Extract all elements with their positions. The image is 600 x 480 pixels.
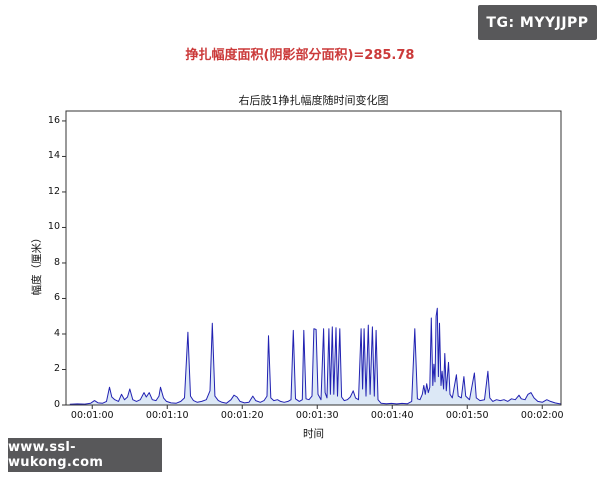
- tg-contact-badge: TG: MYYJJPP: [478, 5, 597, 40]
- plot-spines: [65, 110, 562, 406]
- y-axis-label: 幅度（厘米）: [31, 232, 43, 296]
- y-tick-label: 14: [47, 150, 60, 162]
- y-tick-label: 16: [47, 114, 60, 126]
- struggle-area-heading: 挣扎幅度面积(阴影部分面积)=285.78: [185, 48, 415, 63]
- y-tick-label: 4: [53, 327, 60, 339]
- chart-title: 右后肢1挣扎幅度随时间变化图: [238, 94, 389, 107]
- shaded-area-under-curve: [69, 308, 562, 405]
- y-tick-label: 12: [47, 185, 60, 197]
- site-watermark-text: www.ssl-wukong.com: [8, 440, 104, 470]
- amplitude-series-line: [69, 307, 562, 405]
- site-watermark: www.ssl-wukong.com: [8, 438, 162, 472]
- y-tick-label: 10: [47, 221, 60, 233]
- y-tick-label: 0: [53, 399, 60, 410]
- y-tick-label: 8: [53, 256, 60, 268]
- x-tick-label: 00:01:50: [445, 410, 489, 421]
- y-tick-label: 2: [53, 363, 60, 375]
- tg-contact-text: TG: MYYJJPP: [486, 14, 589, 31]
- x-tick-label: 00:01:00: [70, 410, 114, 421]
- x-axis-label: 时间: [303, 428, 324, 440]
- y-tick-label: 6: [53, 292, 60, 304]
- x-tick-label: 00:01:20: [220, 410, 264, 421]
- x-tick-label: 00:01:10: [145, 410, 189, 421]
- x-tick-label: 00:02:00: [520, 410, 564, 421]
- x-tick-label: 00:01:40: [370, 410, 414, 421]
- x-tick-label: 00:01:30: [295, 410, 339, 421]
